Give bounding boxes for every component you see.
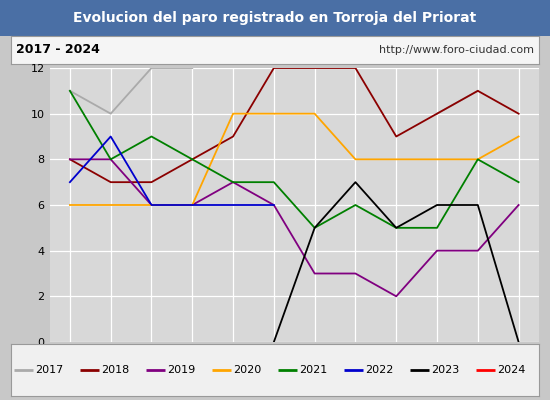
Text: 2021: 2021: [299, 365, 328, 375]
Text: 2018: 2018: [101, 365, 130, 375]
Text: 2022: 2022: [365, 365, 394, 375]
Text: Evolucion del paro registrado en Torroja del Priorat: Evolucion del paro registrado en Torroja…: [73, 11, 477, 25]
Text: 2020: 2020: [233, 365, 262, 375]
Text: 2017 - 2024: 2017 - 2024: [16, 44, 100, 56]
Text: 2024: 2024: [497, 365, 526, 375]
Text: 2023: 2023: [431, 365, 460, 375]
Text: http://www.foro-ciudad.com: http://www.foro-ciudad.com: [379, 45, 534, 55]
Text: 2019: 2019: [167, 365, 196, 375]
Text: 2017: 2017: [35, 365, 64, 375]
